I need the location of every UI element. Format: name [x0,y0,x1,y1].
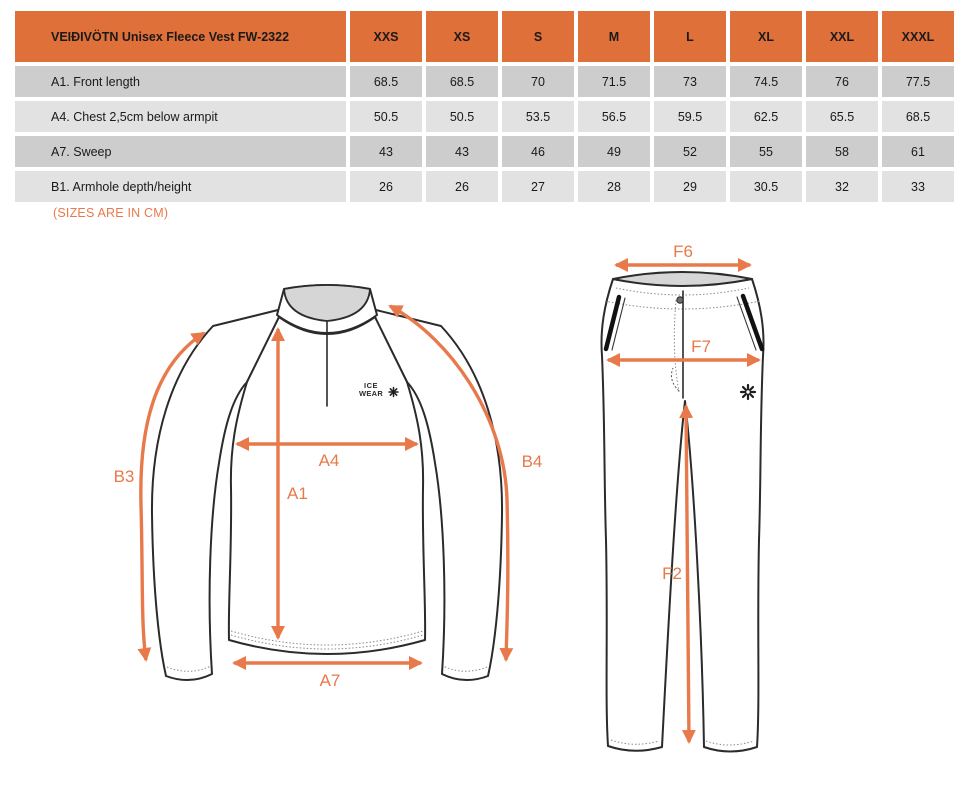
label-b3: B3 [114,467,135,486]
measurement-value: 68.5 [426,66,498,97]
measurement-value: 62.5 [730,101,802,132]
size-column-header: L [654,11,726,62]
measurement-value: 43 [426,136,498,167]
measurement-value: 77.5 [882,66,954,97]
pocket-left [603,294,622,352]
measurement-value: 73 [654,66,726,97]
label-a7: A7 [320,671,341,690]
fly-hook [671,367,680,392]
pocket-right [740,293,765,352]
size-column-header: XL [730,11,802,62]
collar-inside [283,284,371,322]
row-label: B1. Armhole depth/height [15,171,346,202]
measurement-row: A7. Sweep 43 43 46 49 52 55 58 61 [15,136,954,167]
measurement-value: 46 [502,136,574,167]
arrow-b4 [388,304,514,662]
table-title: VEIÐIVÖTN Unisex Fleece Vest FW-2322 [15,11,346,62]
arrow-f2 [679,404,696,744]
waist-button [676,296,684,304]
size-column-header: XXL [806,11,878,62]
fly-stitch [673,299,680,393]
label-a4: A4 [319,451,340,470]
table-body: A1. Front length 68.5 68.5 70 71.5 73 74.5 76 77… [15,66,954,202]
measurement-value: 70 [502,66,574,97]
label-f7: F7 [691,337,711,356]
row-label: A4. Chest 2,5cm below armpit [15,101,346,132]
pants-hem-stitch-right [705,740,755,746]
pants-diagram: F6 F7 F2 [600,242,765,753]
measurement-value: 49 [578,136,650,167]
measurement-value: 50.5 [426,101,498,132]
measurement-row: B1. Armhole depth/height 26 26 27 28 29 30.5 32… [15,171,954,202]
row-label: A7. Sweep [15,136,346,167]
measurement-value: 30.5 [730,171,802,202]
measurement-value: 55 [730,136,802,167]
size-column-header: XXXL [882,11,954,62]
label-a1: A1 [287,484,308,503]
measurement-value: 52 [654,136,726,167]
measurement-value: 28 [578,171,650,202]
measurement-value: 29 [654,171,726,202]
fleece-diagram: ICE WEAR B3 B4 A4 A1 A7 [114,284,543,690]
measurement-value: 61 [882,136,954,167]
sizes-note: (SIZES ARE IN CM) [53,206,169,220]
pants-hem-stitch-left [610,739,660,745]
measurement-value: 26 [426,171,498,202]
measurement-value: 58 [806,136,878,167]
measurement-value: 32 [806,171,878,202]
measurement-value: 27 [502,171,574,202]
pocket-left-stitch [611,297,626,351]
table-header-row: VEIÐIVÖTN Unisex Fleece Vest FW-2322 XXS… [15,11,954,62]
size-column-header: XXS [350,11,422,62]
garment-diagrams: ICE WEAR B3 B4 A4 A1 A7 [114,242,765,753]
logo-text-line2: WEAR [359,389,383,398]
measurement-value: 59.5 [654,101,726,132]
measurement-value: 71.5 [578,66,650,97]
measurement-value: 65.5 [806,101,878,132]
measurement-value: 76 [806,66,878,97]
label-f2: F2 [662,564,682,583]
label-f6: F6 [673,242,693,261]
measurement-value: 68.5 [350,66,422,97]
label-b4: B4 [522,452,543,471]
size-column-header: S [502,11,574,62]
measurement-value: 53.5 [502,101,574,132]
measurement-row: A1. Front length 68.5 68.5 70 71.5 73 74.5 76 77… [15,66,954,97]
logo-text-line1: ICE [364,381,378,390]
logo-snowflake-icon [388,386,399,398]
cuff-stitch-left [166,665,212,672]
measurement-value: 33 [882,171,954,202]
size-column-header: M [578,11,650,62]
size-table: VEIÐIVÖTN Unisex Fleece Vest FW-2322 XXS… [11,7,958,206]
arrow-b3 [137,331,206,662]
measurement-value: 74.5 [730,66,802,97]
pocket-right-stitch [736,296,757,351]
row-label: A1. Front length [15,66,346,97]
cuff-stitch-right [442,665,488,672]
waistband-inside [612,271,753,287]
measurement-row: A4. Chest 2,5cm below armpit 50.5 50.5 53.5… [15,101,954,132]
measurement-value: 68.5 [882,101,954,132]
measurement-value: 50.5 [350,101,422,132]
size-column-header: XS [426,11,498,62]
pants-snowflake-center [745,389,751,395]
measurement-value: 43 [350,136,422,167]
measurement-value: 56.5 [578,101,650,132]
measurement-value: 26 [350,171,422,202]
